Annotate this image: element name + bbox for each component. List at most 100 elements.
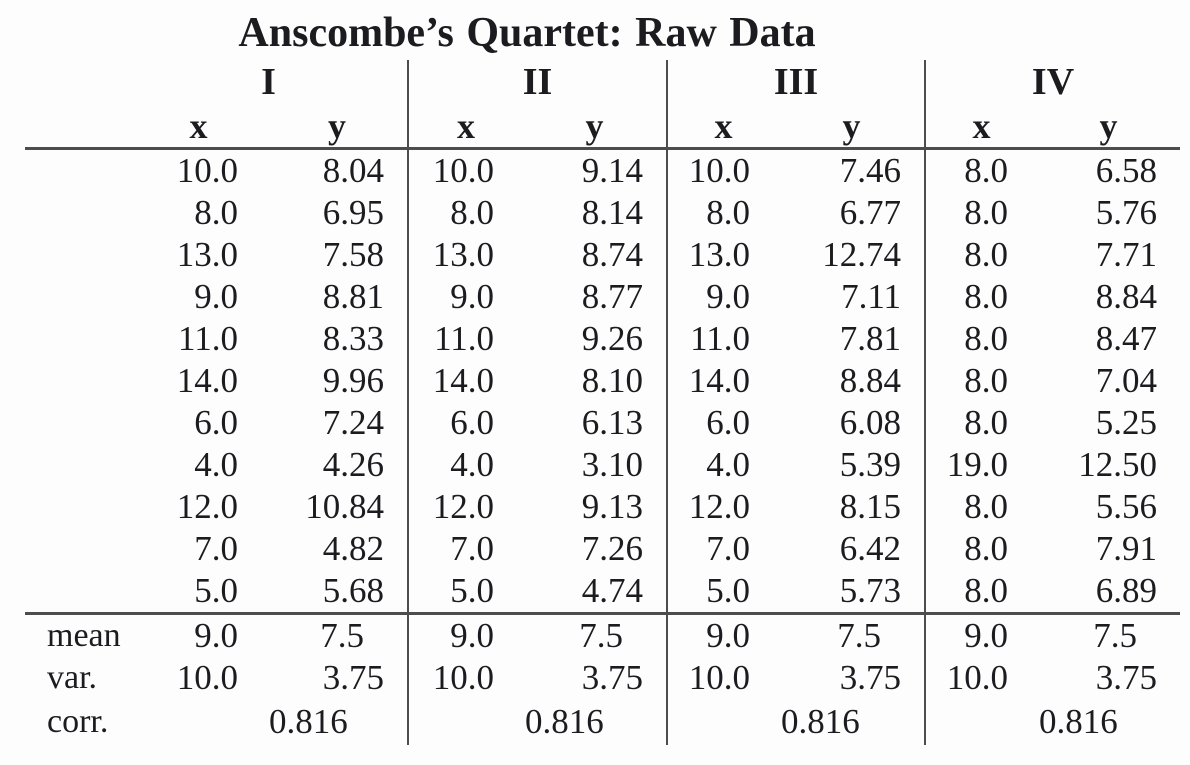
- cell-III-x: 5.0: [666, 570, 780, 614]
- cell-III-y: 7.11: [841, 277, 902, 316]
- cell-IV-y: 7.91: [1095, 529, 1158, 568]
- var-y-4: 3.75: [1095, 658, 1158, 697]
- x-header-1: x: [130, 105, 267, 150]
- corr-spacer-3: [666, 699, 780, 745]
- mean-x-4: 9.0: [924, 612, 1038, 657]
- table-row: 4.0 4.26 4.0 3.10 4.0 5.39 19.0 12.50: [25, 444, 1180, 486]
- corner-cell: [25, 60, 130, 105]
- mean-x-3: 9.0: [666, 612, 780, 657]
- cell-I-y: 7.58: [322, 235, 385, 274]
- row-label-corr: corr.: [47, 703, 109, 740]
- row-label-empty: [25, 234, 130, 276]
- mean-x-1: 9.0: [130, 612, 267, 657]
- cell-IV-x: 8.0: [924, 360, 1038, 402]
- cell-IV-x: 8.0: [924, 148, 1038, 192]
- mean-y-4: 7.5: [1037, 612, 1181, 657]
- cell-I-x: 5.0: [194, 571, 238, 610]
- cell-I-y: 8.81: [322, 277, 385, 316]
- cell-II-y: 7.26: [581, 529, 644, 568]
- cell-III-y: 5.73: [839, 571, 902, 610]
- cell-IV-y: 7.71: [1095, 235, 1158, 274]
- cell-II-x: 11.0: [407, 318, 524, 360]
- cell-IV-y: 5.25: [1095, 403, 1158, 442]
- group-header-3: III: [666, 60, 926, 105]
- y-header-4: y: [1037, 105, 1181, 150]
- data-rows: 10.0 8.04 10.0 9.14 10.0 7.46 8.0 6.58 8.0 6.95 8.…: [25, 148, 1180, 614]
- cell-II-x: 9.0: [407, 276, 524, 318]
- cell-I-y: 6.95: [322, 193, 385, 232]
- row-label-var: var.: [47, 659, 98, 696]
- table-row: 11.0 8.33 11.0 9.26 11.0 7.81 8.0 8.47: [25, 318, 1180, 360]
- cell-III-x: 6.0: [666, 402, 780, 444]
- cell-III-y: 6.08: [839, 403, 902, 442]
- cell-IV-x: 8.0: [924, 192, 1038, 234]
- cell-II-y: 9.14: [581, 151, 644, 190]
- table-row: 5.0 5.68 5.0 4.74 5.0 5.73 8.0 6.89: [25, 570, 1180, 614]
- table-row: 12.0 10.84 12.0 9.13 12.0 8.15 8.0 5.56: [25, 486, 1180, 528]
- cell-IV-x: 8.0: [924, 276, 1038, 318]
- cell-III-y: 7.81: [839, 319, 902, 358]
- x-header-2: x: [407, 105, 524, 150]
- row-label-empty: [25, 318, 130, 360]
- cell-III-x: 4.0: [666, 444, 780, 486]
- table-row: 7.0 4.82 7.0 7.26 7.0 6.42 8.0 7.91: [25, 528, 1180, 570]
- group-header-2: II: [407, 60, 668, 105]
- row-label-empty: [25, 528, 130, 570]
- cell-II-y: 9.13: [581, 487, 644, 526]
- cell-IV-y: 8.84: [1095, 277, 1158, 316]
- y-header-3: y: [779, 105, 926, 150]
- cell-I-x: 7.0: [194, 529, 238, 568]
- cell-IV-x: 8.0: [924, 570, 1038, 614]
- cell-III-x: 12.0: [666, 486, 780, 528]
- cell-III-x: 13.0: [666, 234, 780, 276]
- var-x-2: 10.0: [407, 657, 524, 699]
- cell-I-x: 11.0: [178, 319, 238, 358]
- cell-IV-x: 8.0: [924, 234, 1038, 276]
- mean-y-1: 7.5: [267, 612, 409, 657]
- cell-I-x: 8.0: [194, 193, 238, 232]
- x-header-3: x: [666, 105, 780, 150]
- corr-value-1: 0.816: [269, 702, 348, 741]
- cell-II-y: 8.10: [581, 361, 644, 400]
- cell-I-y: 7.24: [322, 403, 385, 442]
- corr-spacer-4: [924, 699, 1038, 745]
- mean-row: mean 9.0 7.5 9.0 7.5 9.0 7.5 9.0 7.5: [25, 612, 1181, 657]
- row-label-empty: [25, 360, 130, 402]
- cell-II-x: 6.0: [407, 402, 524, 444]
- corr-value-2: 0.816: [525, 702, 604, 741]
- cell-IV-y: 6.58: [1095, 151, 1158, 190]
- cell-III-x: 8.0: [666, 192, 780, 234]
- cell-III-x: 10.0: [666, 148, 780, 192]
- cell-III-y: 6.42: [839, 529, 902, 568]
- table-row: 6.0 7.24 6.0 6.13 6.0 6.08 8.0 5.25: [25, 402, 1180, 444]
- cell-II-y: 8.14: [581, 193, 644, 232]
- anscombe-quartet-table: I II III IV x y x y x y x y 10.0 8.04 10.0…: [25, 60, 1181, 745]
- cell-II-y: 6.13: [581, 403, 644, 442]
- cell-II-y: 9.26: [581, 319, 644, 358]
- cell-III-y: 8.84: [839, 361, 902, 400]
- corr-value-4: 0.816: [1039, 702, 1118, 741]
- row-label-empty: [25, 444, 130, 486]
- row-label-empty: [25, 486, 130, 528]
- y-header-2: y: [523, 105, 668, 150]
- table-row: 8.0 6.95 8.0 8.14 8.0 6.77 8.0 5.76: [25, 192, 1180, 234]
- cell-I-x: 10.0: [176, 151, 238, 190]
- cell-II-x: 7.0: [407, 528, 524, 570]
- cell-I-x: 9.0: [194, 277, 238, 316]
- table-row: 10.0 8.04 10.0 9.14 10.0 7.46 8.0 6.58: [25, 148, 1180, 192]
- cell-III-x: 14.0: [666, 360, 780, 402]
- corr-value-3: 0.816: [781, 702, 860, 741]
- cell-III-y: 6.77: [839, 193, 902, 232]
- cell-II-x: 13.0: [407, 234, 524, 276]
- cell-I-y: 8.04: [322, 151, 385, 190]
- cell-I-y: 5.68: [322, 571, 385, 610]
- cell-IV-y: 6.89: [1095, 571, 1158, 610]
- table-row: 14.0 9.96 14.0 8.10 14.0 8.84 8.0 7.04: [25, 360, 1180, 402]
- cell-II-y: 3.10: [581, 445, 644, 484]
- cell-IV-x: 8.0: [924, 318, 1038, 360]
- cell-IV-x: 8.0: [924, 528, 1038, 570]
- group-header-row: I II III IV: [25, 60, 1181, 105]
- cell-III-x: 11.0: [666, 318, 780, 360]
- cell-IV-y: 5.76: [1095, 193, 1158, 232]
